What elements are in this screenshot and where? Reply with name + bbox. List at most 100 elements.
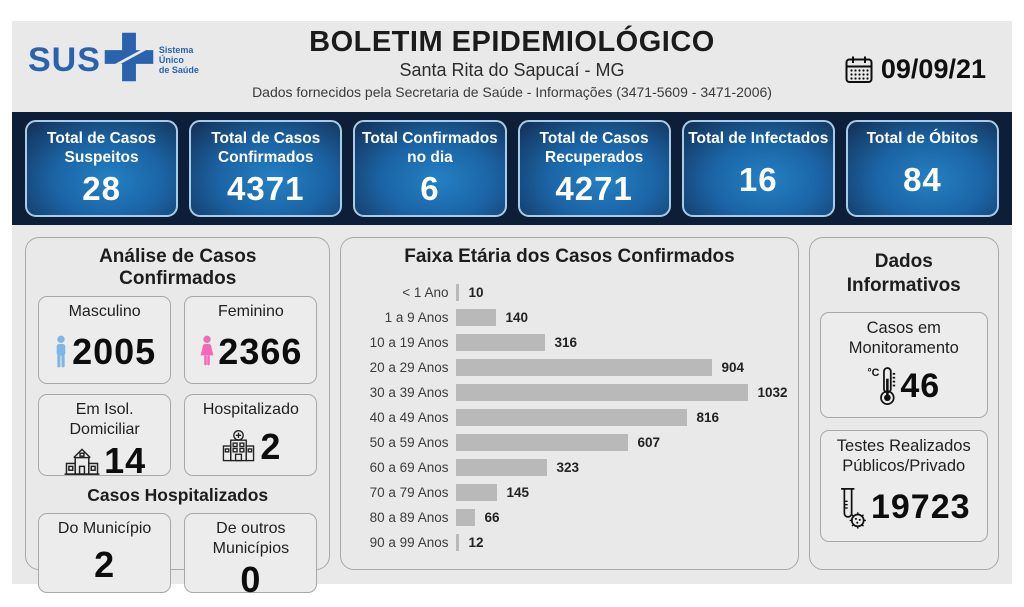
mini-card-value: 14 xyxy=(104,440,147,481)
report-date: 09/09/21 xyxy=(844,54,986,85)
stat-mini-card: Masculino 2005 xyxy=(38,296,172,384)
age-chart-panel: Faixa Etária dos Casos Confirmados < 1 A… xyxy=(340,237,799,570)
male-icon xyxy=(53,335,69,369)
mini-card-label: Em Isol. Domiciliar xyxy=(69,401,140,438)
chart-value-label: 323 xyxy=(556,460,579,475)
stat-card: Total de Casos Recuperados 4271 xyxy=(517,120,671,217)
main-content: Análise de Casos Confirmados Masculino 2… xyxy=(12,225,1012,600)
chart-value-label: 1032 xyxy=(757,385,788,400)
sus-logo: SUS Sistema Único de Saúde xyxy=(28,31,199,88)
chart-value-label: 66 xyxy=(484,510,500,525)
mini-card-label: Hospitalizado xyxy=(202,401,299,418)
stat-card: Total de Casos Confirmados 4371 xyxy=(189,120,343,217)
mini-card-value-row: 14 xyxy=(63,440,146,482)
thermometer-icon: °C xyxy=(867,366,897,407)
stat-card-value: 4271 xyxy=(555,170,633,207)
chart-track: 816 xyxy=(456,409,787,426)
informative-panel: Dados Informativos Casos em Monitorament… xyxy=(808,237,999,570)
chart-category-label: 10 a 19 Anos xyxy=(369,335,449,350)
sus-logo-text: SUS xyxy=(28,40,101,79)
stat-mini-card: Do Município 2 xyxy=(38,513,172,593)
chart-value-label: 12 xyxy=(468,535,484,550)
chart-category-label: 1 a 9 Anos xyxy=(384,310,449,325)
analysis-panel: Análise de Casos Confirmados Masculino 2… xyxy=(25,237,331,600)
stat-card-value: 6 xyxy=(420,170,440,207)
stat-mini-card: De outros Municípios 0 xyxy=(184,513,318,600)
chart-value-label: 145 xyxy=(506,485,529,500)
header-titles: BOLETIM EPIDEMIOLÓGICO Santa Rita do Sap… xyxy=(12,21,1012,100)
chart-bar xyxy=(456,284,460,301)
mini-card-label: Feminino xyxy=(217,303,284,320)
chart-row: 30 a 39 Anos 1032 xyxy=(351,380,788,405)
chart-bar xyxy=(456,434,629,451)
hospitalized-section-title: Casos Hospitalizados xyxy=(87,485,269,505)
stat-card: Total de Óbitos 84 xyxy=(845,120,1000,217)
chart-category-label: 60 a 69 Anos xyxy=(369,460,449,475)
chart-value-label: 904 xyxy=(721,360,744,375)
mini-card-value: 2366 xyxy=(218,330,303,372)
chart-bar xyxy=(456,484,498,501)
chart-value-label: 316 xyxy=(554,335,577,350)
calendar-icon xyxy=(844,55,874,85)
chart-row: 20 a 29 Anos 904 xyxy=(351,355,787,380)
header: SUS Sistema Único de Saúde BOLETIM EPIDEMI… xyxy=(12,21,1012,112)
stat-card-label: Total de Infectados xyxy=(688,130,829,147)
stat-mini-card: Hospitalizado 2 xyxy=(184,394,318,476)
chart-track: 12 xyxy=(456,534,787,551)
chart-bar xyxy=(456,309,497,326)
hospital-icon xyxy=(220,429,257,464)
chart-track: 316 xyxy=(456,334,787,351)
chart-bar xyxy=(456,359,713,376)
page-title: BOLETIM EPIDEMIOLÓGICO xyxy=(309,26,715,58)
house-icon xyxy=(63,445,101,478)
informative-panel-title: Dados Informativos xyxy=(846,251,961,296)
chart-track: 904 xyxy=(456,359,787,376)
chart-bar xyxy=(456,534,460,551)
chart-track: 140 xyxy=(456,309,787,326)
report-date-value: 09/09/21 xyxy=(880,54,986,84)
stat-card: Total de Casos Suspeitos 28 xyxy=(25,120,179,217)
chart-category-label: 90 a 99 Anos xyxy=(369,535,449,550)
mini-card-value: 19723 xyxy=(870,488,971,526)
mini-card-label: Do Município xyxy=(57,520,152,537)
chart-track: 1032 xyxy=(456,384,788,401)
mini-card-value: 0 xyxy=(240,559,262,600)
chart-track: 66 xyxy=(456,509,787,526)
chart-row: 90 a 99 Anos 12 xyxy=(351,530,787,555)
chart-bar xyxy=(456,459,548,476)
mini-card-label: De outros Municípios xyxy=(212,520,290,557)
mini-card-value-row: 2 xyxy=(220,420,281,473)
chart-category-label: 80 a 89 Anos xyxy=(369,510,449,525)
stat-card-value: 16 xyxy=(738,160,778,198)
stat-card-label: Total de Óbitos xyxy=(866,130,979,147)
stat-card-value: 4371 xyxy=(227,170,305,207)
stat-card-label: Total Confirmados no dia xyxy=(362,130,498,166)
stat-mini-card: Casos em Monitoramento °C 46 xyxy=(819,312,988,418)
mini-card-value: 46 xyxy=(900,367,941,405)
chart-row: 80 a 89 Anos 66 xyxy=(351,505,787,530)
chart-category-label: 40 a 49 Anos xyxy=(369,410,449,425)
stat-card-value: 28 xyxy=(82,170,121,207)
chart-value-label: 816 xyxy=(696,410,719,425)
analysis-grid-sex: Masculino 2005 Feminino 2366 xyxy=(38,296,318,384)
stat-mini-card: Em Isol. Domiciliar 14 xyxy=(38,394,172,481)
mini-card-value-row: 2 xyxy=(94,539,115,590)
page-subtitle: Santa Rita do Sapucaí - MG xyxy=(399,60,625,80)
svg-text:°C: °C xyxy=(868,367,880,379)
stat-mini-card: Testes Realizados Públicos/Privado 19723 xyxy=(819,430,988,542)
test-tube-icon xyxy=(837,486,868,530)
stat-card: Total de Infectados 16 xyxy=(681,120,835,217)
chart-category-label: 30 a 39 Anos xyxy=(369,385,449,400)
mini-card-value-row: °C 46 xyxy=(867,358,940,415)
mini-card-label: Testes Realizados Públicos/Privado xyxy=(836,437,971,475)
chart-value-label: 140 xyxy=(505,310,528,325)
mini-card-value: 2005 xyxy=(72,330,157,372)
chart-row: 70 a 79 Anos 145 xyxy=(351,480,787,505)
female-icon xyxy=(199,335,215,369)
age-chart-title: Faixa Etária dos Casos Confirmados xyxy=(404,246,735,267)
sus-cross-icon xyxy=(103,31,155,88)
analysis-grid-state: Em Isol. Domiciliar 14 Hospitalizado 2 xyxy=(38,384,318,481)
stat-card-label: Total de Casos Suspeitos xyxy=(47,130,157,166)
chart-track: 145 xyxy=(456,484,787,501)
chart-track: 10 xyxy=(456,284,787,301)
